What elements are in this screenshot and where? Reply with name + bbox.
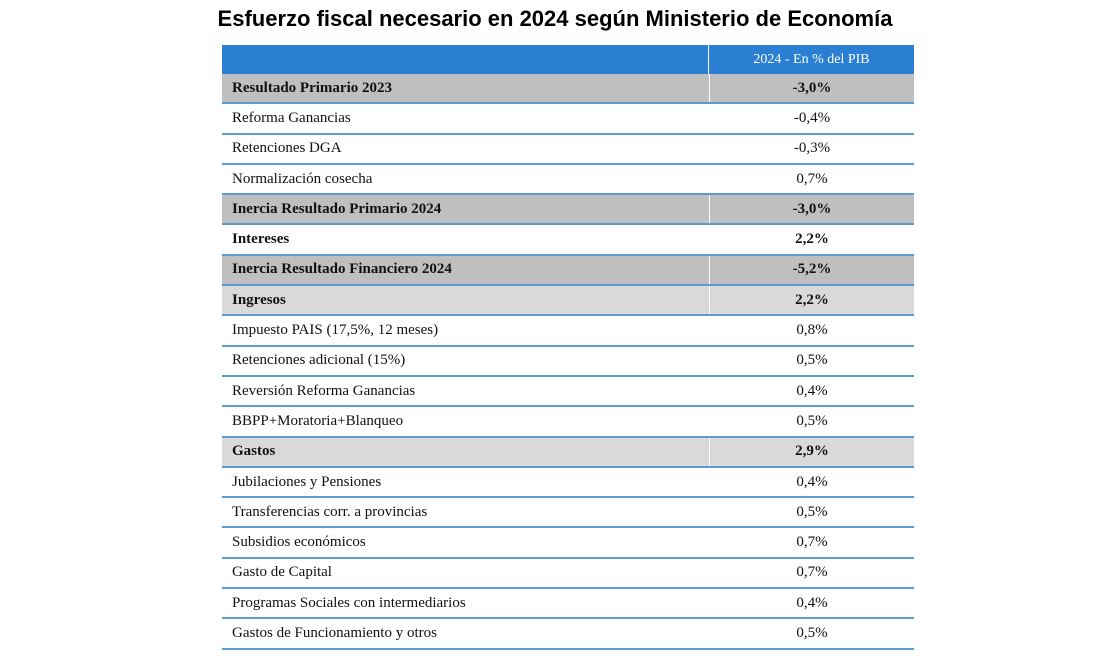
label: Programas Sociales con intermediarios	[222, 589, 710, 618]
row: Retenciones DGA -0,3%	[222, 134, 914, 165]
label: Gastos de Funcionamiento y otros	[222, 619, 710, 648]
row: Inercia Resultado Primario 2024 -3,0%	[222, 195, 914, 226]
label: Ingresos	[222, 286, 710, 315]
row: Gastos de Funcionamiento y otros 0,5%	[222, 619, 914, 650]
label: Jubilaciones y Pensiones	[222, 467, 710, 497]
header-cell: 2024 - En % del PIB	[753, 51, 870, 67]
row: Ingresos 2,2%	[222, 286, 914, 317]
row: Normalización cosecha 0,7%	[222, 164, 914, 196]
label: Subsidios económicos	[222, 528, 710, 557]
row: Retenciones adicional (15%) 0,5%	[222, 346, 914, 377]
value: 2,2%	[795, 291, 829, 308]
row: Reversión Reforma Ganancias 0,4%	[222, 376, 914, 408]
row: Transferencias corr. a provincias 0,5%	[222, 498, 914, 529]
value: 0,4%	[796, 382, 828, 399]
value: -0,4%	[793, 109, 831, 126]
row: Programas Sociales con intermediarios 0,4…	[222, 589, 914, 620]
value: -5,2%	[792, 261, 832, 278]
label: Retenciones DGA	[222, 134, 710, 163]
label: BBPP+Moratoria+Blanqueo	[222, 407, 710, 436]
row: Jubilaciones y Pensiones 0,4%	[222, 467, 914, 499]
label: Reforma Ganancias	[222, 104, 710, 133]
value: 0,5%	[796, 503, 828, 520]
label: Normalización cosecha	[222, 164, 710, 194]
value: -0,3%	[793, 140, 831, 157]
value: 2,9%	[795, 443, 829, 460]
value: 0,5%	[796, 624, 828, 641]
value: 2,2%	[795, 231, 829, 248]
value: 0,7%	[796, 170, 828, 187]
value: -3,0%	[792, 79, 832, 96]
row: Intereses 2,2%	[222, 225, 914, 256]
row: Gastos 2,9%	[222, 437, 914, 468]
row: Subsidios económicos 0,7%	[222, 528, 914, 559]
row: Reforma Ganancias -0,4%	[222, 104, 914, 135]
value: 0,4%	[796, 473, 828, 490]
label: Resultado Primario 2023	[222, 74, 710, 103]
table: 2024 - En % del PIB Resultado Primario 2…	[222, 45, 914, 650]
label: Intereses	[222, 225, 710, 254]
label: Inercia Resultado Financiero 2024	[222, 255, 710, 285]
value: 0,4%	[796, 594, 828, 611]
label: Impuesto PAIS (17,5%, 12 meses)	[222, 316, 710, 345]
value: 0,5%	[796, 412, 828, 429]
row: BBPP+Moratoria+Blanqueo 0,5%	[222, 407, 914, 438]
label: Retenciones adicional (15%)	[222, 346, 710, 375]
row: Inercia Resultado Financiero 2024 -5,2%	[222, 255, 914, 287]
title: Esfuerzo fiscal necesario en 2024 según …	[217, 6, 893, 31]
label: Transferencias corr. a provincias	[222, 498, 710, 527]
row: Gasto de Capital 0,7%	[222, 558, 914, 590]
value: 0,7%	[796, 534, 828, 551]
label: Gastos	[222, 437, 710, 466]
header-cell	[222, 45, 709, 74]
label: Reversión Reforma Ganancias	[222, 376, 710, 406]
label: Gasto de Capital	[222, 558, 710, 588]
value: 0,5%	[796, 352, 828, 369]
value: 0,8%	[796, 322, 828, 339]
row: Impuesto PAIS (17,5%, 12 meses) 0,8%	[222, 316, 914, 347]
value: -3,0%	[792, 200, 832, 217]
label: Inercia Resultado Primario 2024	[222, 195, 710, 224]
value: 0,7%	[796, 564, 828, 581]
header-row: 2024 - En % del PIB	[222, 45, 914, 74]
row: Resultado Primario 2023 -3,0%	[222, 74, 914, 105]
